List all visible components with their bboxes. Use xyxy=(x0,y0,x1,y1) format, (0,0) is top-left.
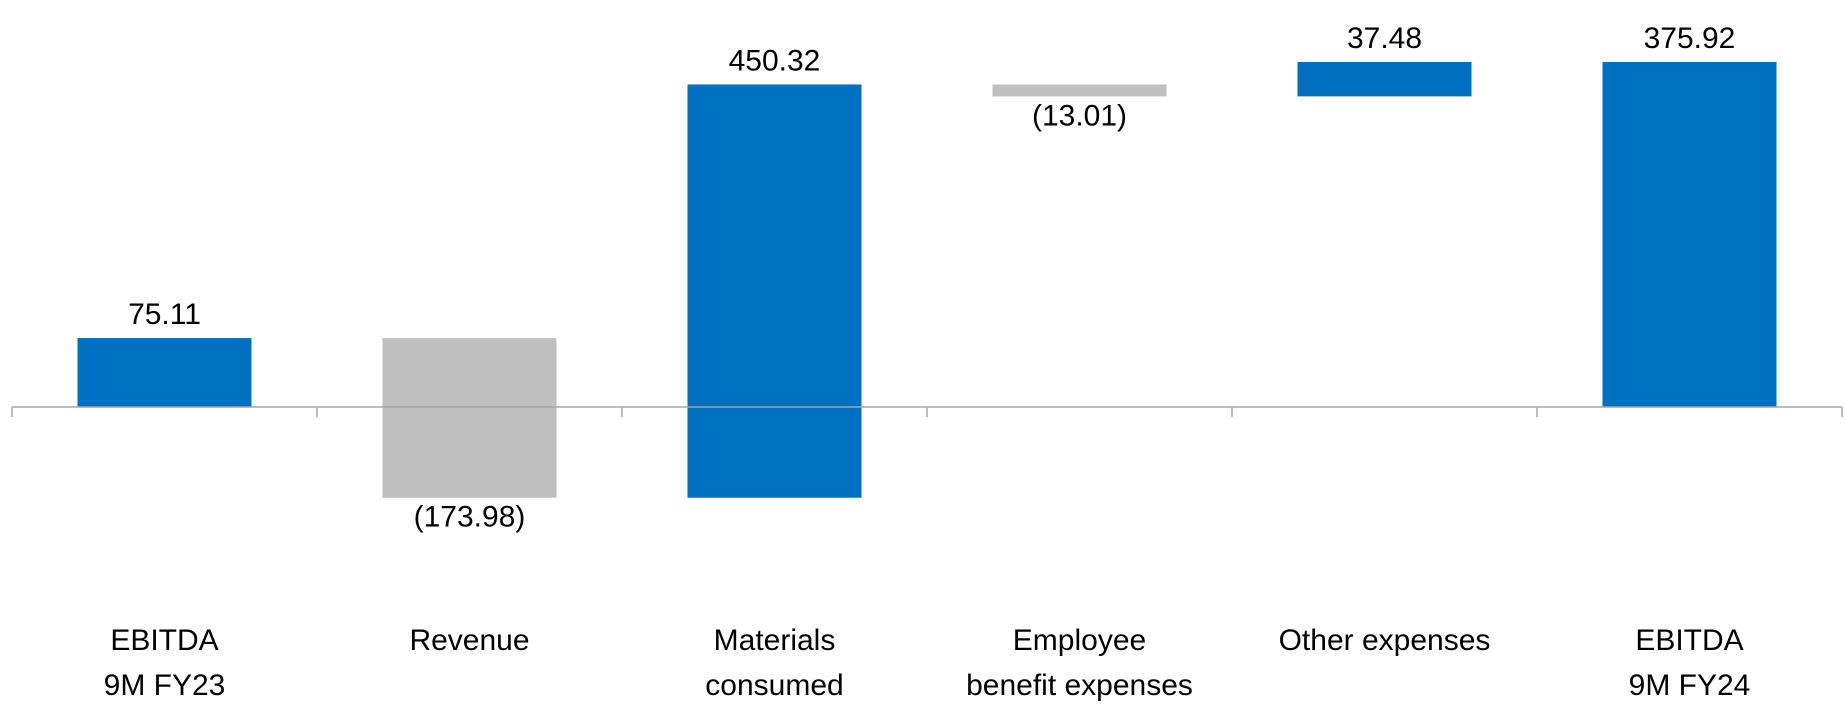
category-label-6: EBITDA 9M FY24 xyxy=(1629,624,1751,702)
bar-6 xyxy=(1602,61,1777,408)
category-label-5: Other expenses xyxy=(1279,624,1491,657)
bar-2 xyxy=(382,338,557,498)
category-labels-layer: EBITDA 9M FY23 Revenue Materials consumed Emp… xyxy=(104,624,1751,702)
category-label-2: Revenue xyxy=(409,624,529,657)
bars-layer xyxy=(77,61,1777,498)
bar-1 xyxy=(77,338,252,407)
value-label-2: (173.98) xyxy=(414,501,526,534)
category-label-4: Employee benefit expenses xyxy=(966,624,1193,702)
value-label-1: 75.11 xyxy=(128,298,201,331)
value-label-3: 450.32 xyxy=(729,44,821,77)
value-label-5: 37.48 xyxy=(1347,22,1422,55)
value-labels-layer: 75.11 (173.98) 450.32 (13.01) 37.48 375.92 xyxy=(128,22,1735,534)
category-label-1: EBITDA 9M FY23 xyxy=(104,624,226,702)
value-label-6: 375.92 xyxy=(1644,22,1736,55)
value-label-4: (13.01) xyxy=(1032,99,1127,132)
bar-3 xyxy=(687,84,862,498)
bar-5 xyxy=(1297,61,1472,97)
category-label-3: Materials consumed xyxy=(705,624,843,702)
x-axis xyxy=(11,406,1843,417)
bar-4 xyxy=(992,84,1167,97)
